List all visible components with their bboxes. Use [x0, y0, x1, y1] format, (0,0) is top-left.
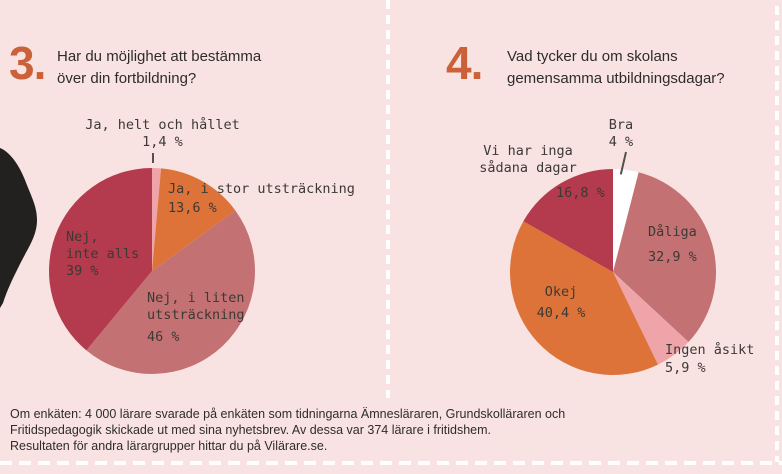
pie2-label-daliga: Dåliga 32,9 %	[648, 224, 758, 266]
pie2-label-okej: Okej 40,4 %	[511, 284, 611, 322]
pie1-label-nej-inte-alls: Nej, inte alls 39 %	[66, 229, 186, 280]
pie2-label-bra: Bra 4 %	[571, 117, 671, 151]
question-3-title: Har du möjlighet att bestämma över din f…	[57, 48, 262, 87]
pie1-label-ja-helt-och-hallet: Ja, helt och hållet 1,4 %	[60, 117, 265, 151]
pie2-label-ingen-asikt: Ingen åsikt 5,9 %	[665, 341, 775, 377]
pie-slice-vi-har-inga-sådana-dagar	[523, 169, 613, 272]
pie-slice-ja-helt-och-hållet	[152, 168, 162, 271]
pie2-label-bra-text: Bra	[608, 117, 634, 133]
pie1-label-ja-i-stor-utstrackning: Ja, i stor utsträckning 13,6 %	[168, 181, 398, 217]
footer-about-survey: Om enkäten: 4 000 lärare svarade på enkä…	[10, 407, 566, 453]
pie2-label-okej-text: Okej	[544, 284, 578, 300]
question-3-number: 3.	[9, 37, 46, 89]
pie2-label-bra-value: 4 %	[608, 134, 634, 150]
pie2-label-daliga-text: Dåliga	[648, 224, 697, 240]
pie-slice-ja-i-stor-utsträckning	[152, 168, 236, 271]
pie1-leader-line	[152, 153, 154, 163]
pie2-label-vi-har-inga-value: 16,8 %	[556, 185, 605, 202]
pie-slice-nej-inte-alls	[49, 168, 152, 351]
pie2-vi-har-inga-value-text: 16,8 %	[556, 185, 605, 201]
pie1-label-nej-liten-value: 46 %	[147, 329, 180, 345]
pie-slice-okej	[510, 221, 659, 375]
pie1-label-ja-helt-value: 1,4 %	[142, 134, 183, 150]
question-4-number: 4.	[446, 37, 483, 89]
pie1-label-ja-stor-value: 13,6 %	[168, 200, 217, 216]
pie1-label-ja-helt-text: Ja, helt och hållet	[85, 117, 240, 133]
pie1-label-nej-i-liten-utstrackning: Nej, i liten utsträckning 46 %	[147, 290, 287, 346]
pie-chart-question-3	[49, 168, 255, 374]
pie1-label-nej-inte-text: Nej, inte alls	[66, 229, 140, 262]
pie-slice-nej-i-liten-utsträckning	[86, 210, 255, 374]
pie2-label-ingen-text: Ingen åsikt	[665, 342, 755, 358]
pie-chart-question-4	[510, 169, 716, 375]
photo-cutout-shape	[0, 148, 37, 308]
photo-cutout-path	[0, 148, 37, 308]
pie2-label-okej-value: 40,4 %	[536, 305, 586, 321]
pie-slice-ingen-åsikt	[613, 272, 689, 365]
pie-slice-bra	[613, 169, 639, 272]
divider-horizontal-bottom	[0, 461, 782, 465]
pie2-label-daliga-value: 32,9 %	[648, 249, 697, 265]
pie2-label-ingen-value: 5,9 %	[665, 360, 706, 376]
question-4-title: Vad tycker du om skolans gemensamma utbi…	[507, 48, 725, 87]
pie2-label-vi-har-inga-sadana-dagar: Vi har inga sådana dagar	[462, 143, 594, 177]
pie2-label-vi-har-inga-text: Vi har inga sådana dagar	[479, 143, 577, 176]
pie-slice-dåliga	[613, 172, 716, 343]
pie1-label-nej-liten-text: Nej, i liten utsträckning	[147, 290, 245, 323]
pie1-label-nej-inte-value: 39 %	[66, 263, 99, 279]
pie1-label-ja-stor-text: Ja, i stor utsträckning	[168, 181, 355, 197]
divider-vertical-right	[775, 6, 779, 462]
